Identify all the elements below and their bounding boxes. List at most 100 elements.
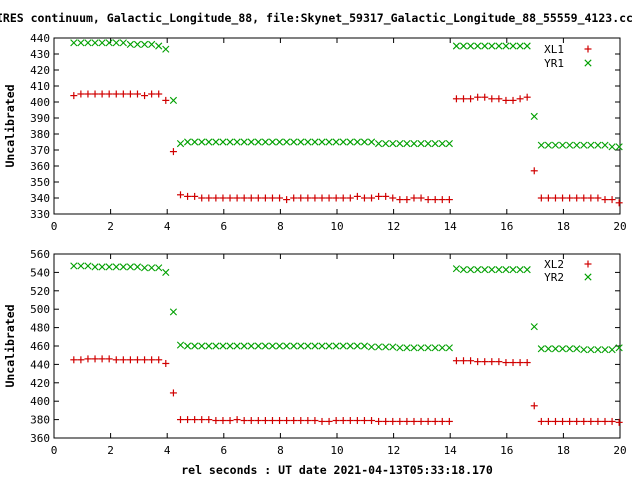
data-point: [467, 357, 475, 365]
data-point: [318, 342, 326, 350]
data-point: [162, 96, 170, 104]
data-point: [558, 141, 567, 149]
data-point: [452, 95, 460, 103]
data-point: [509, 42, 517, 50]
data-point: [608, 196, 616, 204]
data-point: [523, 42, 531, 50]
data-point: [396, 417, 404, 425]
data-point: [205, 416, 213, 424]
data-point: [155, 264, 163, 272]
data-point: [177, 191, 185, 199]
y-tick-label: 350: [30, 176, 50, 189]
data-point: [98, 39, 106, 47]
data-point: [615, 344, 623, 352]
x-tick-label: 20: [613, 220, 626, 233]
data-point: [580, 346, 588, 354]
y-tick-label: 430: [30, 48, 50, 61]
data-point: [268, 417, 276, 425]
x-tick-label: 12: [387, 220, 400, 233]
data-point: [70, 262, 78, 270]
data-point: [460, 357, 468, 365]
series-XL1: [70, 90, 623, 207]
data-point: [268, 194, 276, 202]
y-tick-label: 440: [30, 32, 50, 45]
data-point: [403, 344, 411, 352]
data-point: [290, 138, 298, 146]
x-tick-label: 0: [51, 444, 58, 457]
y-tick-label: 380: [30, 128, 50, 141]
data-point: [198, 194, 206, 202]
y-tick-label: 440: [30, 358, 50, 371]
x-tick-label: 4: [164, 220, 171, 233]
data-point: [276, 194, 284, 202]
data-point: [346, 138, 354, 146]
data-point: [261, 138, 269, 146]
data-point: [98, 90, 106, 98]
data-point: [233, 194, 241, 202]
data-point: [247, 417, 255, 425]
data-point: [375, 343, 383, 351]
data-point: [205, 138, 213, 146]
data-point: [91, 355, 99, 363]
data-point: [474, 266, 482, 274]
data-point: [304, 417, 312, 425]
x-tick-label: 14: [444, 444, 458, 457]
data-point: [219, 138, 227, 146]
data-point: [325, 138, 333, 146]
data-point: [360, 138, 369, 146]
data-point: [530, 323, 538, 331]
data-point: [133, 356, 141, 364]
data-point: [226, 194, 234, 202]
data-point: [601, 196, 609, 204]
data-point: [445, 196, 453, 204]
series-YR2: [70, 262, 623, 354]
data-point: [155, 356, 163, 364]
data-point: [70, 356, 78, 364]
data-point: [283, 196, 291, 204]
data-point: [226, 138, 234, 146]
data-point: [148, 356, 156, 364]
panel-1: 0 2 4 6 8 10 12 14 16 18 20 330 340 350 360 370 380 390 40…: [3, 32, 627, 233]
data-point: [551, 417, 559, 425]
data-point: [198, 342, 206, 350]
data-point: [77, 90, 85, 98]
data-point: [601, 141, 609, 149]
x-tick-label: 6: [220, 444, 227, 457]
data-point: [467, 95, 475, 103]
data-point: [559, 194, 567, 202]
data-point: [587, 194, 595, 202]
data-point: [396, 196, 404, 204]
data-point: [417, 417, 425, 425]
data-point: [247, 194, 255, 202]
data-point: [98, 263, 106, 271]
data-point: [339, 342, 347, 350]
y-tick-label: 360: [30, 432, 50, 445]
data-point: [459, 42, 468, 50]
data-point: [382, 343, 390, 351]
data-point: [459, 266, 468, 274]
y-tick-label: 330: [30, 208, 50, 221]
data-point: [360, 194, 368, 202]
data-point: [126, 263, 134, 271]
data-point: [417, 194, 425, 202]
data-point: [183, 342, 192, 350]
data-point: [297, 417, 305, 425]
data-point: [133, 263, 142, 271]
data-point: [297, 342, 305, 350]
data-point: [212, 194, 220, 202]
data-point: [112, 263, 120, 271]
x-tick-label: 16: [500, 444, 513, 457]
data-point: [608, 346, 616, 354]
data-point: [516, 266, 524, 274]
data-point: [559, 417, 567, 425]
data-point: [580, 417, 588, 425]
data-point: [537, 345, 545, 353]
data-point: [183, 138, 192, 146]
data-point: [119, 39, 127, 47]
data-point: [212, 342, 220, 350]
x-tick-label: 10: [330, 220, 343, 233]
data-point: [558, 345, 567, 353]
data-point: [488, 266, 496, 274]
data-point: [389, 343, 397, 351]
data-point: [133, 40, 142, 48]
